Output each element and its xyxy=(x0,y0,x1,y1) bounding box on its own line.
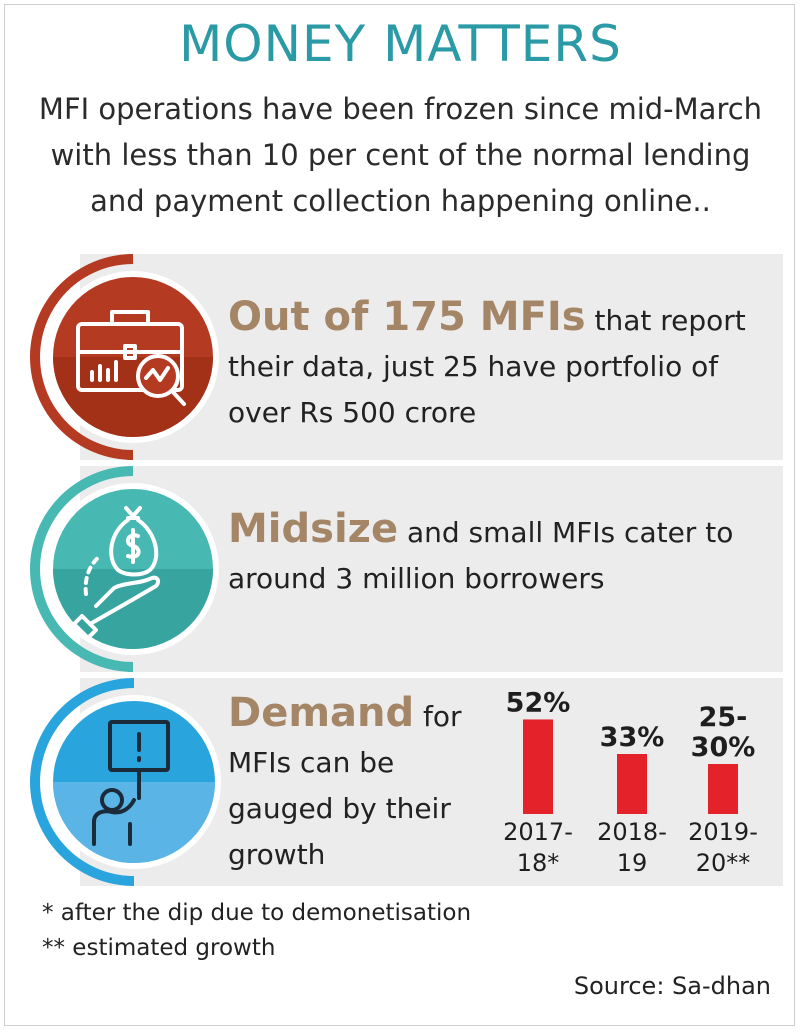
panel-midsize-text: Midsize and small MFIs cater to around 3… xyxy=(228,506,748,602)
panel-highlight: Out of 175 MFIs xyxy=(228,294,586,340)
bar-2018-19 xyxy=(617,754,647,814)
panel-mfi-count-text: Out of 175 MFIs that report their data, … xyxy=(228,294,768,436)
subtitle: MFI operations have been frozen since mi… xyxy=(0,86,801,224)
subtitle-line: with less than 10 per cent of the normal… xyxy=(50,138,751,172)
data-label: 25- xyxy=(699,702,748,733)
footnote: ** estimated growth xyxy=(42,935,276,961)
category-label: 19 xyxy=(617,849,648,877)
category-label: 2019- xyxy=(688,818,758,846)
bar-2017-18* xyxy=(523,719,553,814)
data-label: 33% xyxy=(600,722,665,753)
panel-highlight: Midsize xyxy=(228,506,399,552)
data-label: 30% xyxy=(691,732,756,763)
panel-body: that report their data, just 25 have por… xyxy=(228,304,746,429)
source-credit: Source: Sa-dhan xyxy=(573,972,771,1000)
category-label: 18* xyxy=(517,849,560,877)
category-label: 20** xyxy=(696,849,751,877)
panel-demand-text: Demand for MFIs can be gauged by their g… xyxy=(228,690,488,878)
person-sign-icon xyxy=(30,678,221,886)
bar-2019-20** xyxy=(708,764,738,814)
subtitle-line: and payment collection happening online.… xyxy=(90,184,711,218)
category-label: 2017- xyxy=(503,818,573,846)
panel-body: and small MFIs cater to around 3 million… xyxy=(228,516,734,595)
subtitle-line: MFI operations have been frozen since mi… xyxy=(38,92,763,126)
data-label: 52% xyxy=(506,687,571,718)
footnote: * after the dip due to demonetisation xyxy=(42,900,472,926)
growth-bar-chart: 52% 2017- 18* 33% 2018- 19 25-30% 2019- 20** xyxy=(503,687,758,877)
panel-highlight: Demand xyxy=(228,690,415,736)
briefcase-chart-icon xyxy=(30,254,219,460)
infographic-frame xyxy=(4,4,795,1026)
category-label: 2018- xyxy=(597,818,667,846)
panel-body: for MFIs can be gauged by their growth xyxy=(228,700,462,871)
money-bag-hand-icon xyxy=(30,466,219,672)
page-title: MONEY MATTERS xyxy=(179,15,622,73)
